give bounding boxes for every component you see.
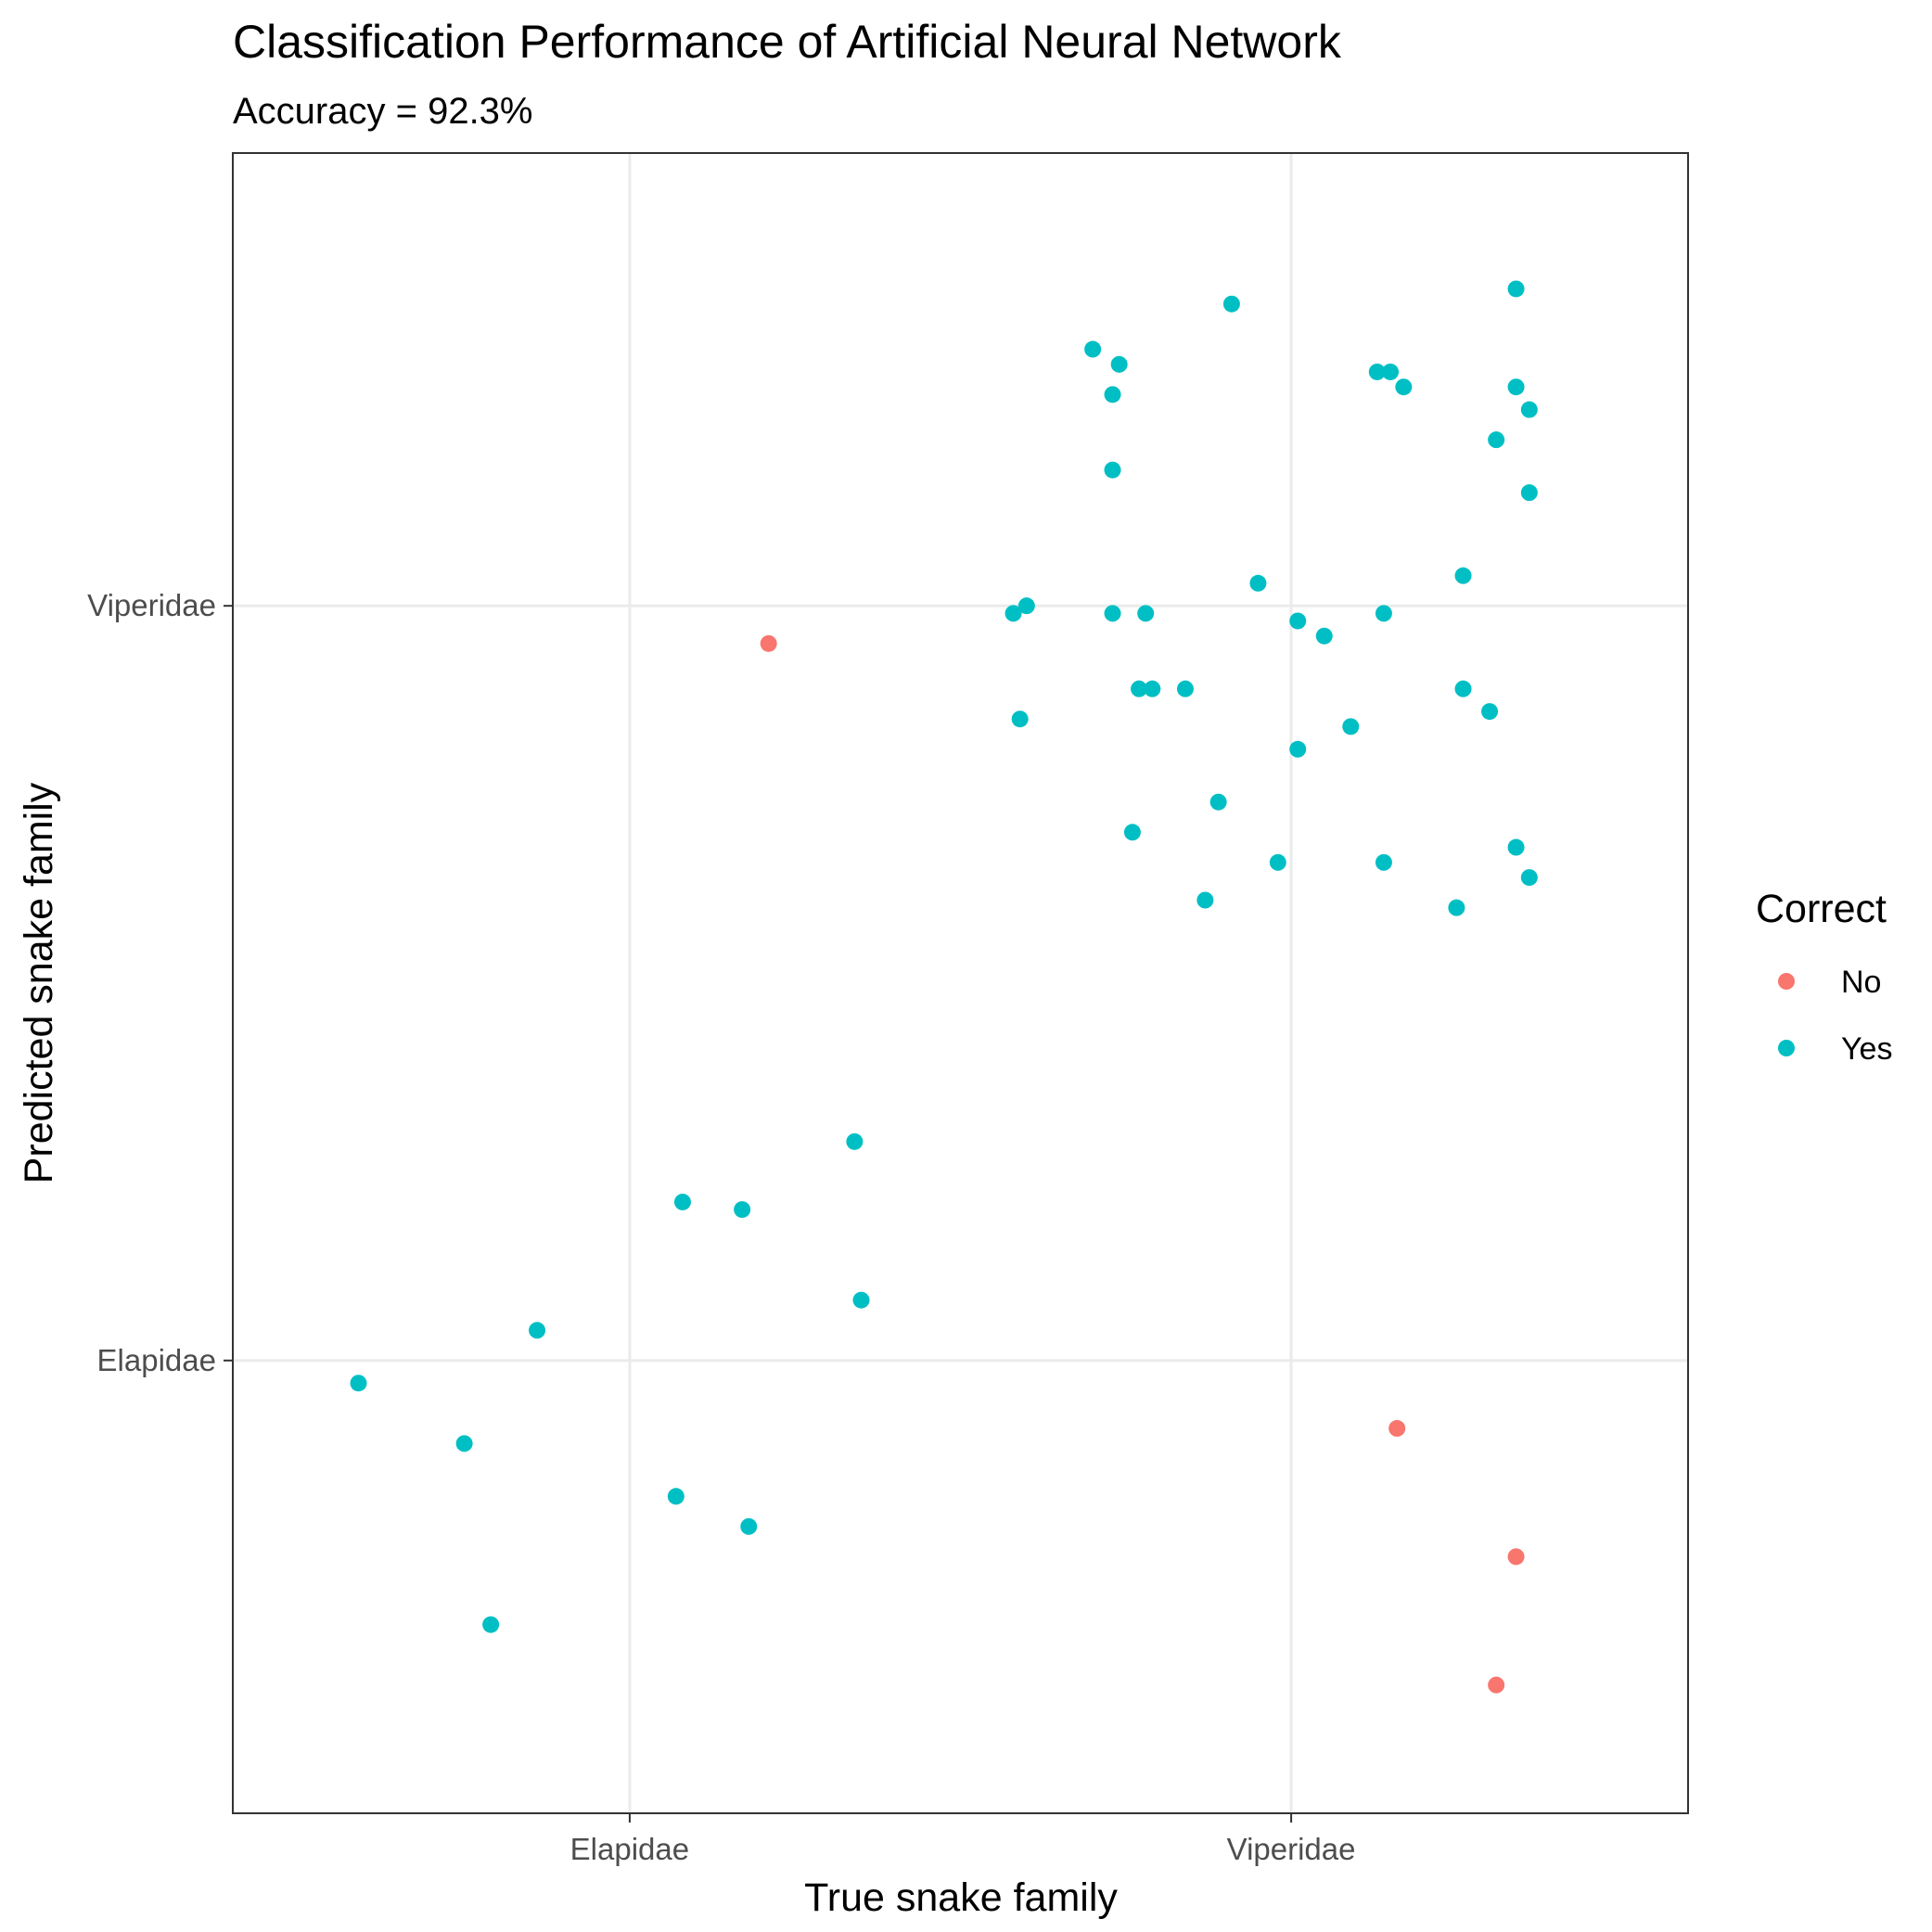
point-yes-17 xyxy=(1104,605,1121,622)
point-yes-35 xyxy=(1289,612,1307,630)
grid-lines xyxy=(233,153,1688,1813)
legend-label-yes: Yes xyxy=(1841,1031,1892,1067)
point-yes-9 xyxy=(740,1517,758,1535)
point-yes-15 xyxy=(1004,605,1022,622)
legend: Correct No Yes xyxy=(1756,887,1892,1067)
point-yes-2 xyxy=(529,1322,546,1339)
point-yes-47 xyxy=(1448,899,1465,916)
point-yes-5 xyxy=(734,1201,751,1219)
point-yes-14 xyxy=(1104,461,1121,479)
point-yes-8 xyxy=(667,1488,685,1505)
y-axis-title: Predicted snake family xyxy=(17,782,61,1184)
point-yes-40 xyxy=(1481,703,1499,721)
point-yes-16 xyxy=(1017,597,1035,615)
point-yes-44 xyxy=(1375,853,1392,871)
point-yes-41 xyxy=(1342,718,1360,736)
point-yes-24 xyxy=(1209,793,1227,811)
point-yes-32 xyxy=(1488,431,1505,449)
point-yes-46 xyxy=(1520,869,1538,887)
point-yes-21 xyxy=(1131,680,1148,697)
chart-subtitle: Accuracy = 92.3% xyxy=(233,91,533,132)
legend-label-no: No xyxy=(1841,965,1881,1000)
point-yes-13 xyxy=(1104,386,1121,403)
point-yes-20 xyxy=(1123,824,1141,841)
point-yes-42 xyxy=(1289,740,1307,758)
point-yes-23 xyxy=(1176,680,1194,697)
point-yes-7 xyxy=(852,1291,870,1309)
point-yes-34 xyxy=(1249,574,1267,592)
point-yes-12 xyxy=(1110,355,1128,373)
point-yes-39 xyxy=(1454,680,1472,697)
plot-panel-border xyxy=(232,152,1689,1814)
point-yes-27 xyxy=(1395,378,1413,396)
point-yes-22 xyxy=(1144,680,1161,697)
point-yes-18 xyxy=(1137,605,1155,622)
point-yes-25 xyxy=(1196,891,1214,909)
axes: Elapidae Elapidae Viperidae Viperidae xyxy=(87,588,1355,1866)
point-yes-4 xyxy=(673,1193,691,1210)
point-yes-1 xyxy=(455,1435,473,1452)
chart-title: Classification Performance of Artificial… xyxy=(233,16,1342,68)
point-yes-31 xyxy=(1520,401,1538,418)
legend-title: Correct xyxy=(1756,887,1887,931)
point-yes-37 xyxy=(1375,605,1392,622)
point-yes-11 xyxy=(1084,340,1102,358)
point-no-0 xyxy=(760,634,777,652)
y-tick-label-viperidae: Viperidae xyxy=(87,588,216,622)
x-tick-label-elapidae: Elapidae xyxy=(570,1832,689,1866)
point-yes-0 xyxy=(350,1375,367,1392)
point-no-2 xyxy=(1507,1548,1525,1566)
point-yes-28 xyxy=(1368,363,1386,380)
point-yes-26 xyxy=(1382,363,1400,380)
point-yes-43 xyxy=(1269,853,1286,871)
point-yes-19 xyxy=(1011,710,1029,728)
point-yes-45 xyxy=(1507,838,1525,856)
point-yes-38 xyxy=(1454,567,1472,584)
point-yes-29 xyxy=(1507,280,1525,298)
point-no-3 xyxy=(1488,1676,1505,1694)
x-tick-label-viperidae: Viperidae xyxy=(1227,1832,1356,1866)
point-yes-10 xyxy=(1222,295,1240,313)
x-axis-title: True snake family xyxy=(804,1875,1118,1920)
point-yes-33 xyxy=(1520,484,1538,502)
point-yes-6 xyxy=(846,1132,864,1150)
point-yes-3 xyxy=(482,1616,500,1633)
point-yes-36 xyxy=(1315,627,1333,645)
data-points xyxy=(350,280,1538,1694)
legend-key-yes xyxy=(1778,1040,1795,1056)
point-yes-30 xyxy=(1507,378,1525,396)
point-no-1 xyxy=(1388,1420,1406,1438)
legend-key-no xyxy=(1778,973,1795,990)
y-tick-label-elapidae: Elapidae xyxy=(97,1343,216,1377)
